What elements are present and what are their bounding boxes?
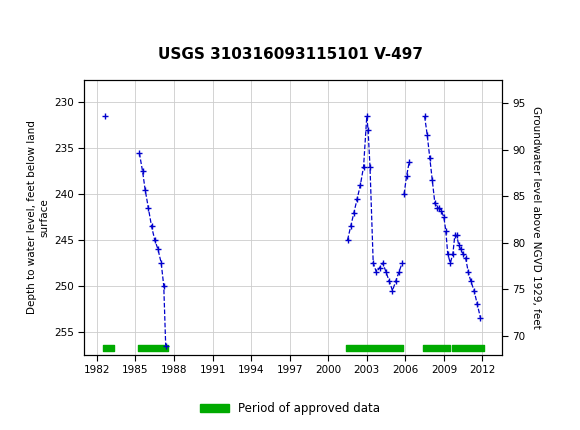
Y-axis label: Groundwater level above NGVD 1929, feet: Groundwater level above NGVD 1929, feet (531, 106, 541, 329)
Y-axis label: Depth to water level, feet below land
surface: Depth to water level, feet below land su… (27, 120, 50, 314)
FancyBboxPatch shape (3, 3, 61, 37)
Text: ≡: ≡ (3, 10, 21, 31)
Legend: Period of approved data: Period of approved data (195, 397, 385, 420)
Text: USGS 310316093115101 V-497: USGS 310316093115101 V-497 (158, 47, 422, 62)
Text: USGS: USGS (23, 12, 78, 29)
